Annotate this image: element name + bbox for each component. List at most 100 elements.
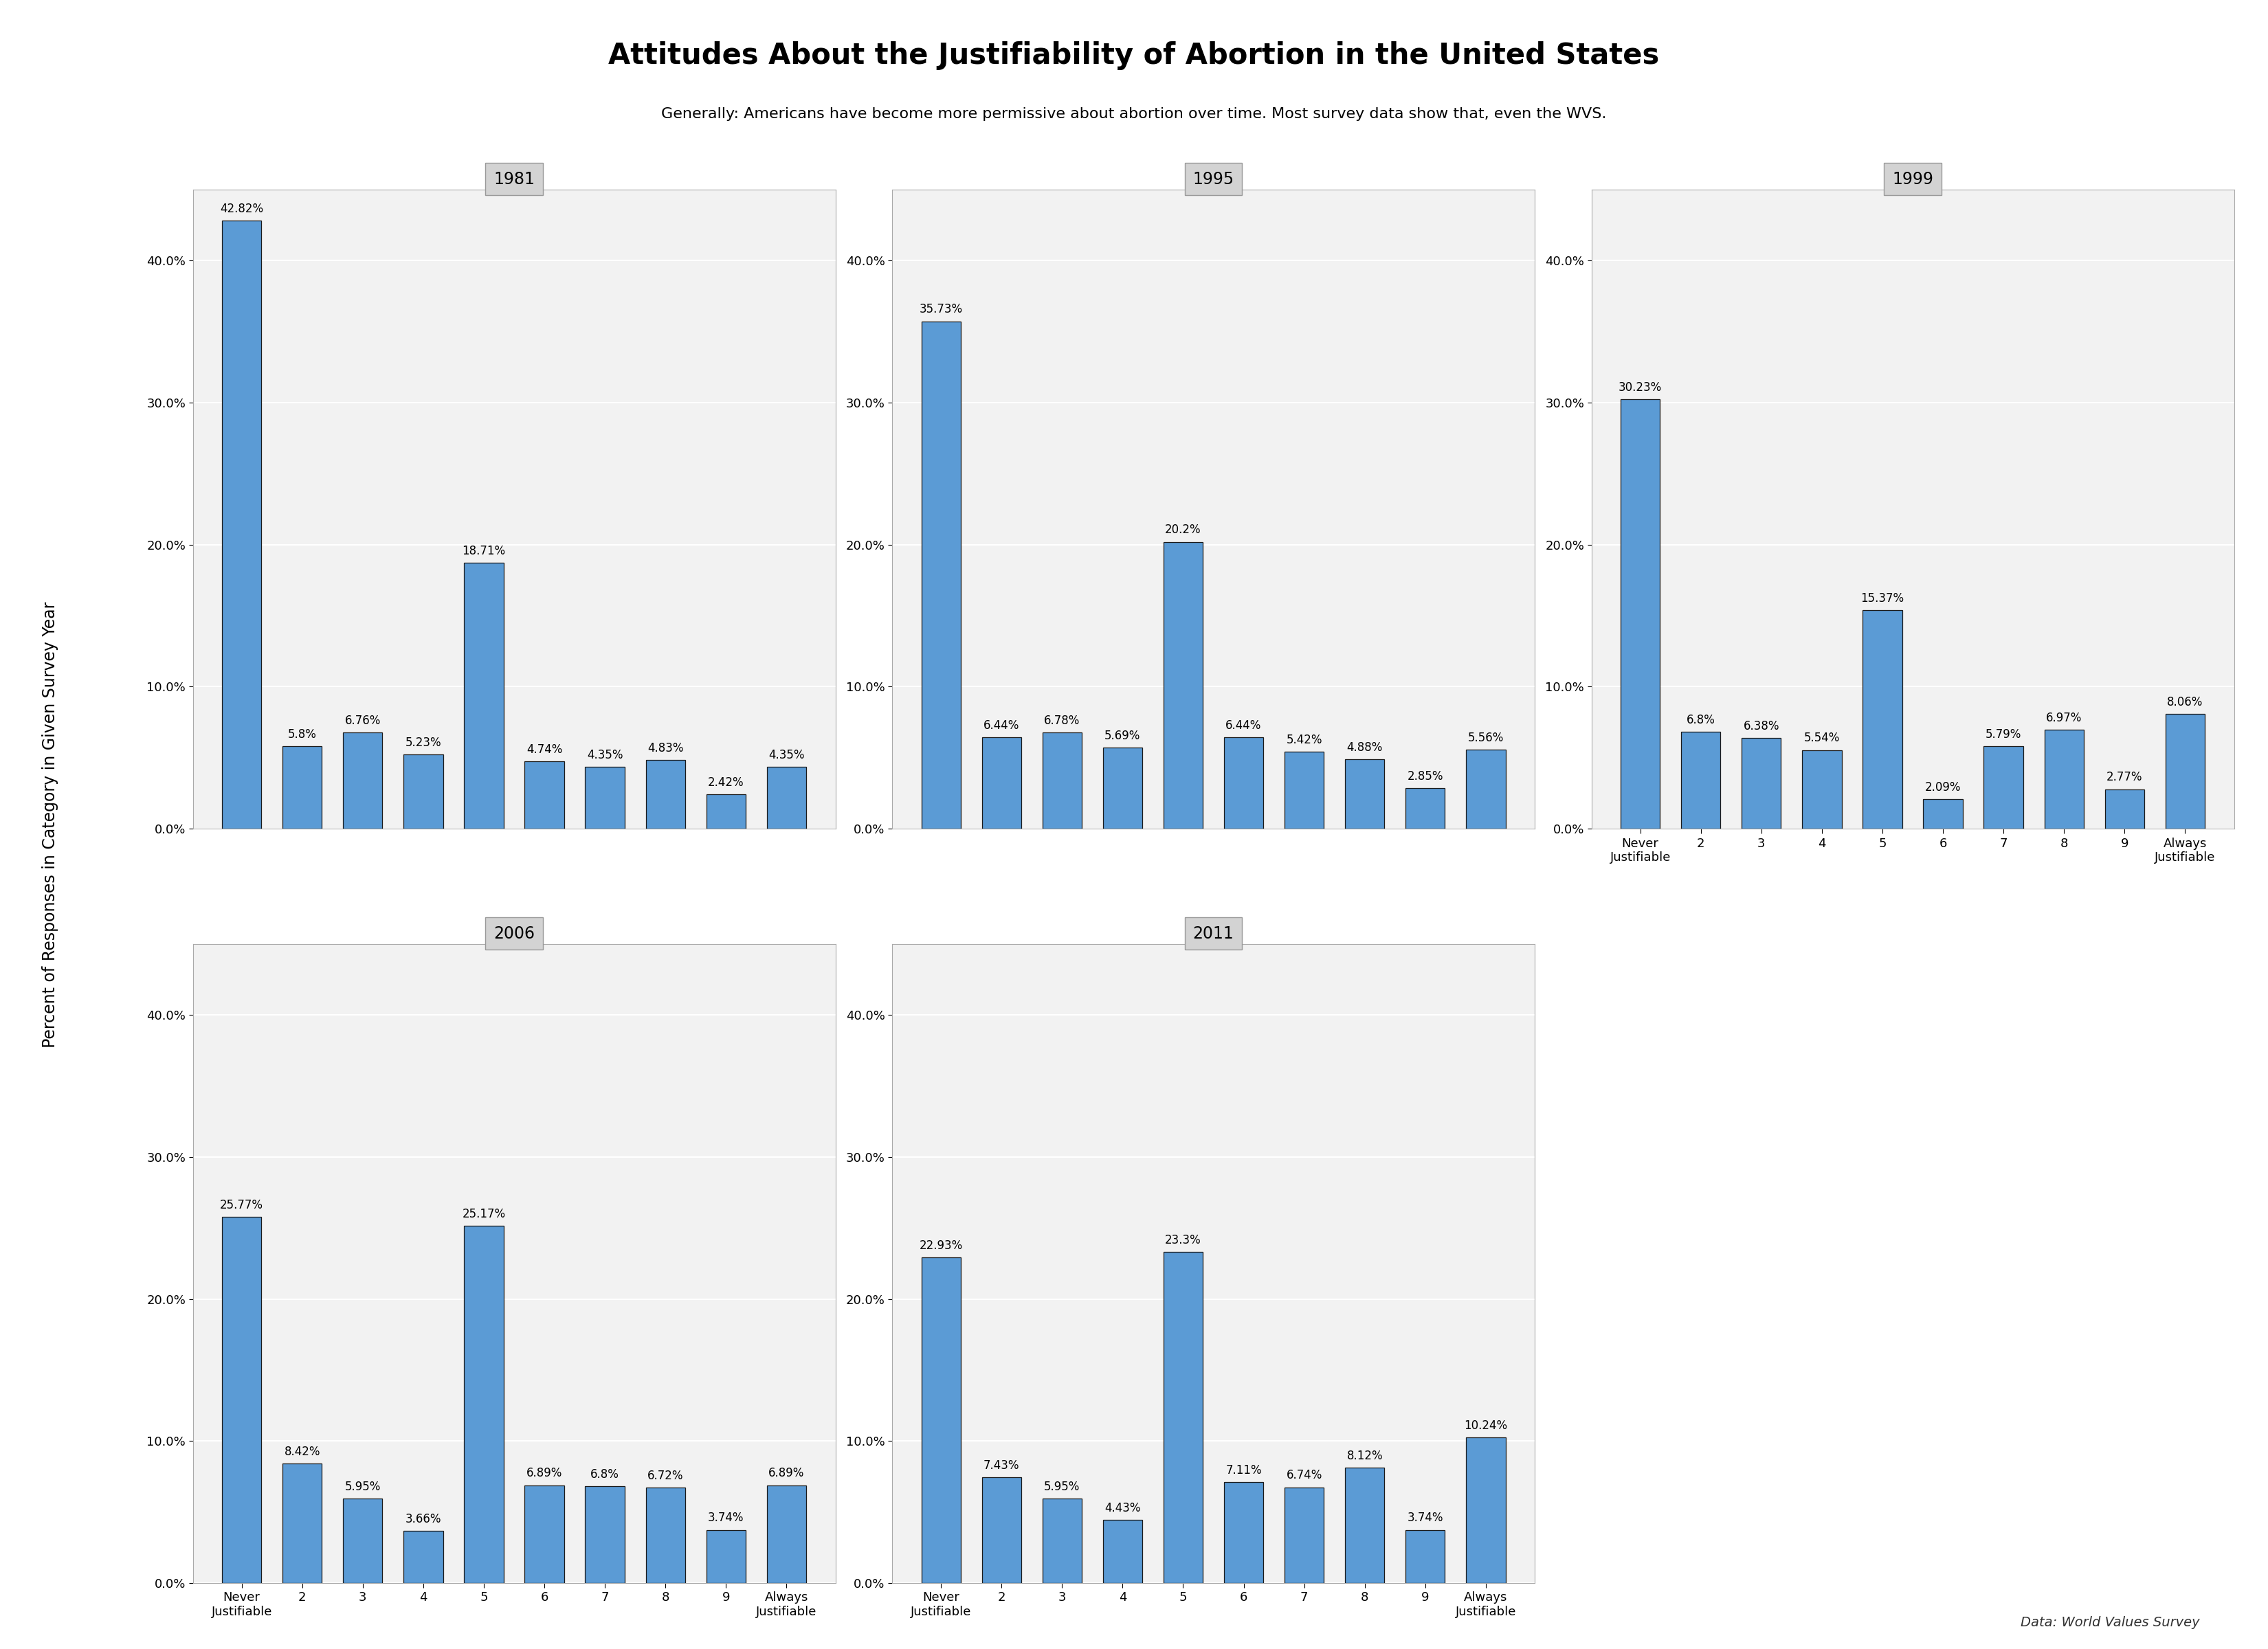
Text: 4.43%: 4.43% xyxy=(1105,1502,1141,1514)
Bar xyxy=(2043,729,2084,829)
Bar xyxy=(1102,1520,1143,1583)
Bar xyxy=(465,1225,503,1583)
Text: 25.77%: 25.77% xyxy=(220,1199,263,1212)
Text: 7.43%: 7.43% xyxy=(984,1459,1021,1473)
Bar xyxy=(1163,1252,1202,1583)
Title: 1999: 1999 xyxy=(1892,171,1932,188)
Text: 5.54%: 5.54% xyxy=(1803,732,1839,744)
Text: 4.35%: 4.35% xyxy=(587,749,624,762)
Bar xyxy=(646,760,685,829)
Bar xyxy=(1225,737,1263,829)
Bar xyxy=(1465,1438,1506,1583)
Text: 6.8%: 6.8% xyxy=(1687,714,1715,727)
Text: 8.06%: 8.06% xyxy=(2168,696,2202,709)
Text: 25.17%: 25.17% xyxy=(463,1207,506,1220)
Text: 7.11%: 7.11% xyxy=(1225,1464,1261,1476)
Text: 5.95%: 5.95% xyxy=(1043,1481,1080,1492)
Text: 5.56%: 5.56% xyxy=(1467,732,1504,744)
Text: 6.8%: 6.8% xyxy=(590,1469,619,1481)
Text: 4.83%: 4.83% xyxy=(646,742,683,754)
Bar xyxy=(921,322,962,829)
Bar xyxy=(524,762,565,829)
Text: 5.23%: 5.23% xyxy=(406,737,442,749)
Bar xyxy=(1923,800,1962,829)
Text: 5.8%: 5.8% xyxy=(288,729,318,740)
Bar xyxy=(222,221,261,829)
Bar xyxy=(705,1530,746,1583)
Text: 6.76%: 6.76% xyxy=(345,714,381,727)
Text: Generally: Americans have become more permissive about abortion over time. Most : Generally: Americans have become more pe… xyxy=(662,107,1606,120)
Bar xyxy=(767,767,805,829)
Text: 18.71%: 18.71% xyxy=(463,544,506,557)
Bar xyxy=(1345,759,1383,829)
Text: 8.42%: 8.42% xyxy=(284,1446,320,1458)
Bar xyxy=(767,1486,805,1583)
Bar xyxy=(1406,788,1445,829)
Bar xyxy=(585,1486,624,1583)
Bar xyxy=(1622,399,1660,829)
Bar xyxy=(1284,1487,1325,1583)
Bar xyxy=(1406,1530,1445,1583)
Bar xyxy=(705,795,746,829)
Text: 2.77%: 2.77% xyxy=(2107,772,2143,783)
Text: Data: World Values Survey: Data: World Values Survey xyxy=(2021,1616,2200,1629)
Text: 4.35%: 4.35% xyxy=(769,749,805,762)
Bar xyxy=(404,754,442,829)
Text: 4.88%: 4.88% xyxy=(1347,742,1383,754)
Bar xyxy=(342,732,383,829)
Text: 6.89%: 6.89% xyxy=(769,1468,805,1479)
Bar xyxy=(1345,1468,1383,1583)
Title: 2011: 2011 xyxy=(1193,925,1234,942)
Text: 42.82%: 42.82% xyxy=(220,203,263,214)
Title: 1981: 1981 xyxy=(494,171,535,188)
Bar xyxy=(1681,732,1721,829)
Bar xyxy=(404,1530,442,1583)
Text: 3.66%: 3.66% xyxy=(406,1514,442,1525)
Bar xyxy=(1043,732,1082,829)
Text: 10.24%: 10.24% xyxy=(1465,1420,1508,1431)
Bar xyxy=(1803,750,1842,829)
Bar xyxy=(2166,714,2204,829)
Bar xyxy=(1043,1499,1082,1583)
Text: 2.09%: 2.09% xyxy=(1926,782,1962,793)
Text: 6.89%: 6.89% xyxy=(526,1468,562,1479)
Text: 5.79%: 5.79% xyxy=(1984,729,2021,740)
Bar xyxy=(982,1478,1021,1583)
Bar xyxy=(921,1258,962,1583)
Text: 5.95%: 5.95% xyxy=(345,1481,381,1492)
Text: 20.2%: 20.2% xyxy=(1166,524,1202,536)
Bar xyxy=(1984,747,2023,829)
Bar xyxy=(646,1487,685,1583)
Bar xyxy=(284,1463,322,1583)
Bar xyxy=(465,562,503,829)
Text: 23.3%: 23.3% xyxy=(1166,1233,1202,1247)
Text: 6.72%: 6.72% xyxy=(646,1469,683,1482)
Text: 4.74%: 4.74% xyxy=(526,744,562,755)
Text: 8.12%: 8.12% xyxy=(1347,1449,1383,1463)
Bar xyxy=(524,1486,565,1583)
Bar xyxy=(1284,752,1325,829)
Bar xyxy=(284,747,322,829)
Text: 5.69%: 5.69% xyxy=(1105,731,1141,742)
Text: 5.42%: 5.42% xyxy=(1286,734,1322,745)
Text: 6.97%: 6.97% xyxy=(2046,712,2082,724)
Text: 2.42%: 2.42% xyxy=(708,777,744,788)
Text: 30.23%: 30.23% xyxy=(1619,381,1662,394)
Bar xyxy=(1102,749,1143,829)
Text: 3.74%: 3.74% xyxy=(1406,1512,1442,1524)
Bar xyxy=(2105,790,2143,829)
Text: 3.74%: 3.74% xyxy=(708,1512,744,1524)
Bar xyxy=(1742,739,1780,829)
Bar xyxy=(1163,543,1202,829)
Title: 2006: 2006 xyxy=(494,925,535,942)
Text: 15.37%: 15.37% xyxy=(1860,592,1905,605)
Text: Attitudes About the Justifiability of Abortion in the United States: Attitudes About the Justifiability of Ab… xyxy=(608,41,1660,69)
Text: 6.44%: 6.44% xyxy=(984,719,1021,732)
Text: 6.74%: 6.74% xyxy=(1286,1469,1322,1482)
Text: 6.38%: 6.38% xyxy=(1744,721,1780,732)
Bar xyxy=(342,1499,383,1583)
Bar xyxy=(1862,610,1903,829)
Text: 6.44%: 6.44% xyxy=(1225,719,1261,732)
Text: 6.78%: 6.78% xyxy=(1043,714,1080,727)
Text: 22.93%: 22.93% xyxy=(919,1240,962,1252)
